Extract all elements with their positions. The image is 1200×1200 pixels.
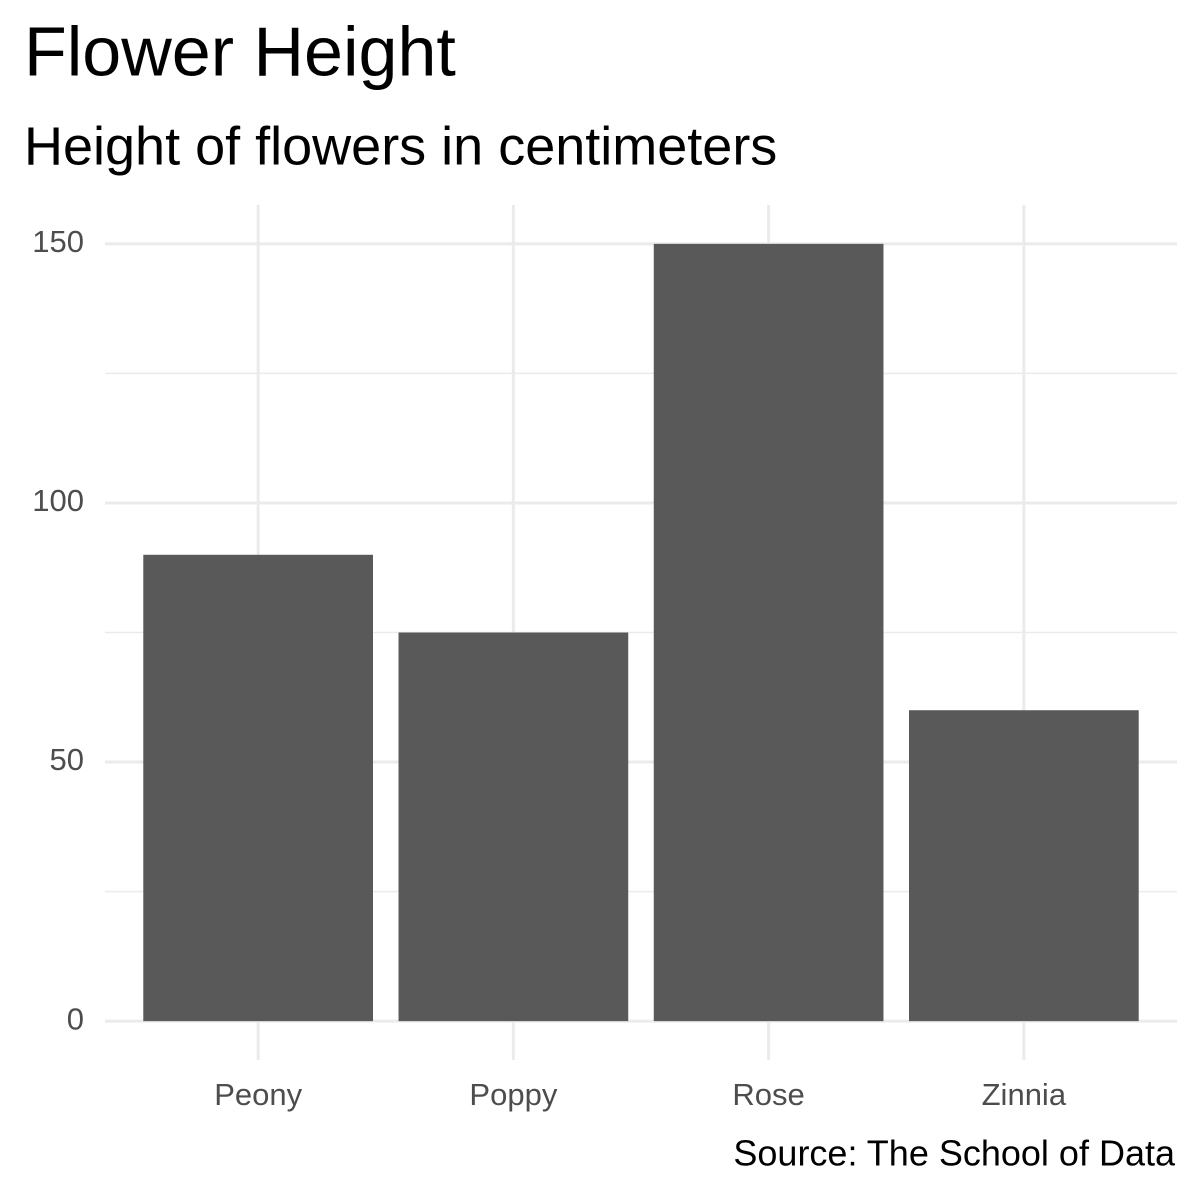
- x-tick-label: Peony: [214, 1077, 302, 1112]
- x-tick-label: Rose: [732, 1077, 804, 1112]
- x-tick-label: Zinnia: [982, 1077, 1067, 1112]
- y-tick-label: 100: [32, 483, 84, 518]
- y-tick-label: 150: [32, 224, 84, 259]
- y-tick-label: 50: [50, 742, 84, 777]
- bar: [909, 710, 1139, 1022]
- caption: Source: The School of Data: [733, 1133, 1176, 1174]
- y-tick-label: 0: [67, 1001, 84, 1036]
- bar: [653, 243, 884, 1022]
- bar: [143, 554, 373, 1022]
- bar: [398, 632, 629, 1022]
- x-tick-label: Poppy: [469, 1077, 557, 1112]
- chart-title: Flower Height: [24, 12, 456, 90]
- chart-subtitle: Height of flowers in centimeters: [24, 116, 777, 176]
